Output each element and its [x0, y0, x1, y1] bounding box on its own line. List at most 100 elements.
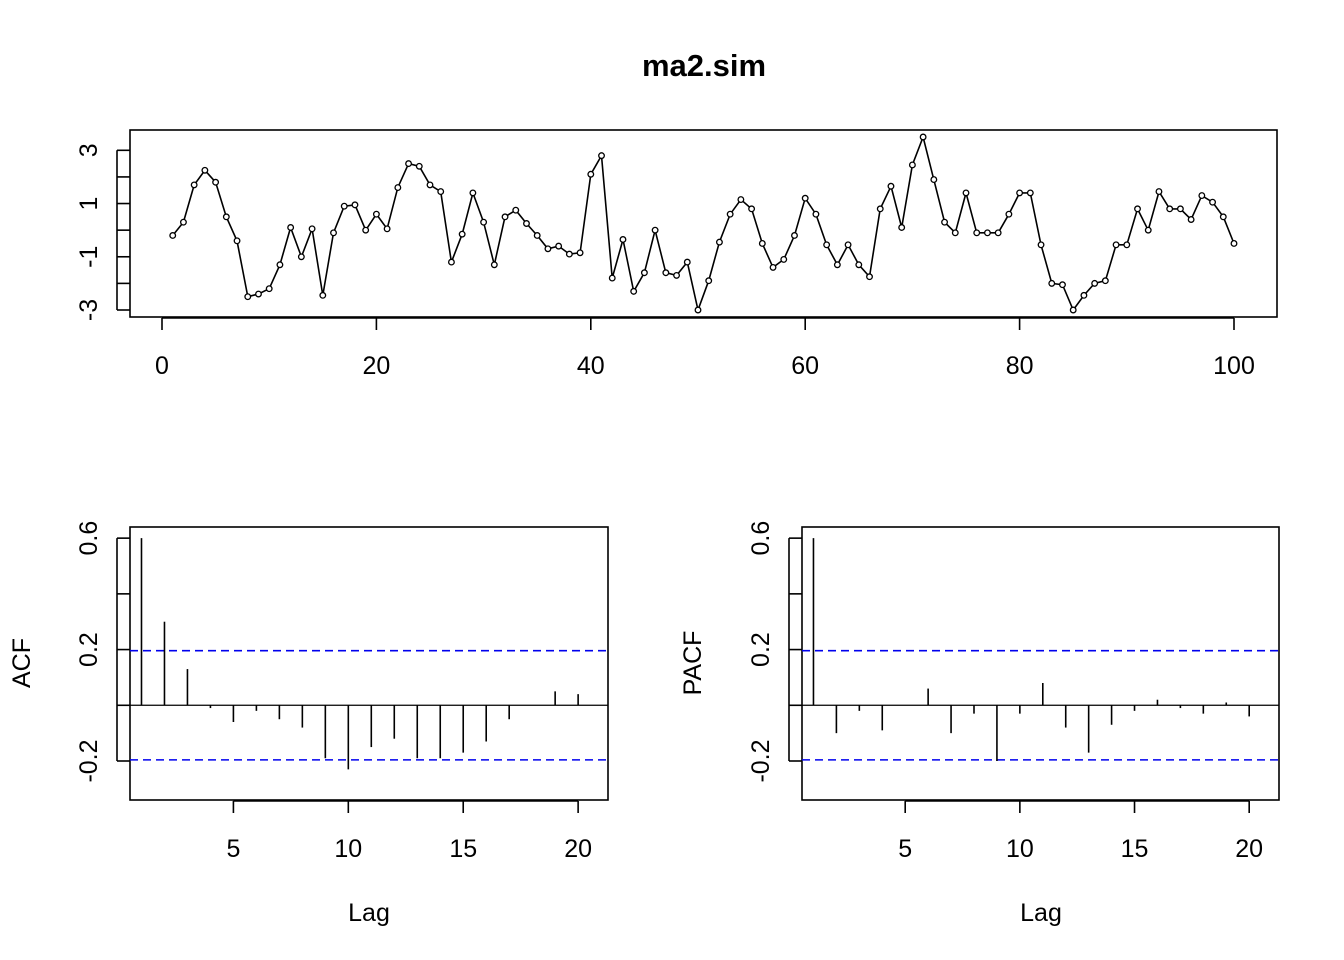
data-point — [297, 253, 305, 261]
data-point — [1166, 205, 1174, 213]
data-point — [447, 258, 455, 266]
data-point — [362, 226, 370, 234]
data-point — [501, 213, 509, 221]
data-point — [898, 224, 906, 231]
data-point — [1176, 205, 1184, 213]
data-point — [866, 273, 873, 281]
x-axis-label: Lag — [1020, 899, 1062, 927]
data-point — [844, 241, 852, 249]
series-marks — [169, 133, 1238, 314]
data-point — [233, 237, 241, 245]
x-tick-label: 0 — [155, 352, 169, 380]
x-tick-label: 10 — [334, 835, 362, 863]
x-tick-label: 20 — [1235, 835, 1263, 863]
data-point — [962, 189, 970, 197]
plot-frame — [801, 526, 1280, 801]
data-point — [587, 170, 595, 178]
data-point — [662, 269, 670, 277]
x-tick-label: 80 — [1006, 352, 1034, 380]
data-point — [426, 181, 434, 189]
y-tick-label: 3 — [75, 143, 103, 157]
data-point — [308, 225, 316, 233]
axes: 5 10 15 20 -0.2 0.2 0.6 — [75, 521, 592, 863]
data-point — [919, 133, 927, 141]
data-point — [255, 290, 262, 298]
data-point — [480, 218, 488, 226]
data-point — [1112, 241, 1120, 249]
data-point — [973, 229, 981, 237]
data-point — [983, 229, 991, 237]
data-point — [1037, 241, 1045, 249]
data-point — [1005, 210, 1013, 218]
data-point — [758, 240, 766, 247]
data-point — [458, 230, 466, 238]
x-tick-label: 15 — [1121, 835, 1149, 863]
data-point — [619, 236, 627, 243]
x-axis: 0 20 40 60 80 100 — [155, 317, 1255, 380]
data-point — [651, 226, 659, 234]
data-point — [490, 261, 498, 269]
data-point — [394, 184, 402, 192]
data-point — [1144, 226, 1152, 234]
data-point — [1123, 241, 1131, 249]
data-point — [640, 269, 648, 277]
data-point — [1091, 279, 1099, 287]
data-point — [330, 229, 337, 237]
y-tick-label: 0.6 — [75, 521, 103, 556]
data-point — [608, 274, 616, 282]
plot-frame — [129, 526, 609, 801]
data-point — [533, 232, 541, 239]
data-point — [673, 271, 681, 279]
data-point — [726, 210, 734, 218]
x-tick-label: 5 — [226, 835, 240, 863]
data-point — [469, 189, 477, 197]
y-tick-label: -3 — [75, 299, 103, 321]
data-point — [544, 245, 552, 253]
axes: 5 10 15 20 -0.2 0.2 0.6 — [747, 521, 1263, 863]
data-point — [1080, 291, 1088, 299]
data-point — [169, 232, 177, 239]
data-point — [222, 213, 230, 221]
data-point — [908, 161, 916, 169]
data-point — [201, 166, 209, 174]
plot-frame — [129, 129, 1278, 318]
data-point — [351, 201, 359, 209]
chart-title: ma2.sim — [642, 48, 766, 83]
data-point — [212, 178, 220, 186]
data-point — [887, 182, 895, 190]
data-point — [855, 261, 863, 269]
data-point — [276, 261, 284, 269]
data-point — [780, 255, 788, 263]
data-point — [555, 242, 563, 250]
acf-panel: 5 10 15 20 -0.2 0.2 0.6 Lag ACF — [8, 521, 609, 927]
time-series-panel: ma2.sim 0 20 40 60 80 100 -3 -1 1 3 — [75, 48, 1278, 380]
data-point — [791, 232, 798, 239]
pacf-panel: 5 10 15 20 -0.2 0.2 0.6 Lag PACF — [679, 521, 1280, 927]
data-point — [1048, 279, 1056, 287]
data-point — [372, 210, 380, 218]
data-point — [705, 277, 713, 285]
data-point — [683, 258, 691, 266]
data-point — [769, 263, 777, 271]
x-axis-label: Lag — [348, 899, 390, 927]
data-point — [1155, 188, 1163, 196]
series-line — [172, 134, 1235, 313]
data-point — [576, 249, 584, 257]
data-point — [1026, 189, 1034, 197]
data-point — [405, 160, 413, 168]
data-point — [748, 205, 756, 213]
data-point — [630, 287, 638, 295]
data-point — [812, 210, 820, 218]
data-point — [287, 224, 295, 231]
y-tick-label: 1 — [75, 197, 103, 211]
data-point — [319, 291, 327, 299]
data-point — [941, 218, 949, 226]
data-point — [801, 194, 809, 202]
data-point — [565, 250, 573, 258]
x-tick-label: 20 — [564, 835, 592, 863]
data-point — [179, 218, 187, 226]
data-point — [737, 196, 745, 203]
data-point — [512, 206, 520, 214]
y-tick-label: -1 — [75, 246, 103, 268]
